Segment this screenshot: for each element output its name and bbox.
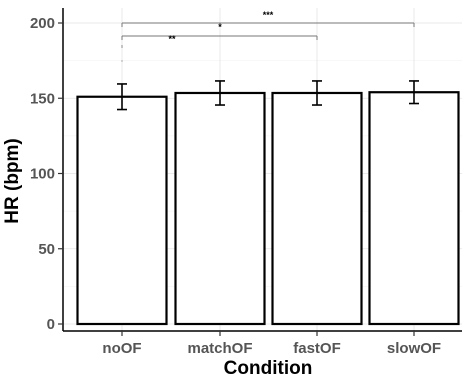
significance-label: * [218,22,222,32]
x-axis-title: Condition [224,358,313,379]
y-tick-label: 50 [38,241,55,258]
x-tick-label: slowOF [387,340,441,357]
x-tick-label: noOF [102,340,141,357]
y-tick-label: 150 [30,90,55,107]
significance-label: ** [168,34,176,44]
x-axis-ticks: noOF matchOF fastOF slowOF [102,331,441,357]
y-tick-label: 200 [30,15,55,32]
y-axis-title: HR (bpm) [2,138,23,223]
bar-fastOF [271,91,363,326]
significance-brackets: ****** [121,10,415,62]
y-axis-ticks: 0 50 100 150 200 [30,15,63,333]
significance-label: *** [263,10,274,20]
x-tick-label: fastOF [293,340,341,357]
y-tick-label: 100 [30,166,55,183]
bar-noOF [76,95,168,326]
bar-matchOF [174,91,266,326]
bar-slowOF [368,91,460,326]
x-tick-label: matchOF [187,340,252,357]
error-bars [117,80,419,111]
y-tick-label: 0 [47,316,55,333]
bars [76,91,460,326]
